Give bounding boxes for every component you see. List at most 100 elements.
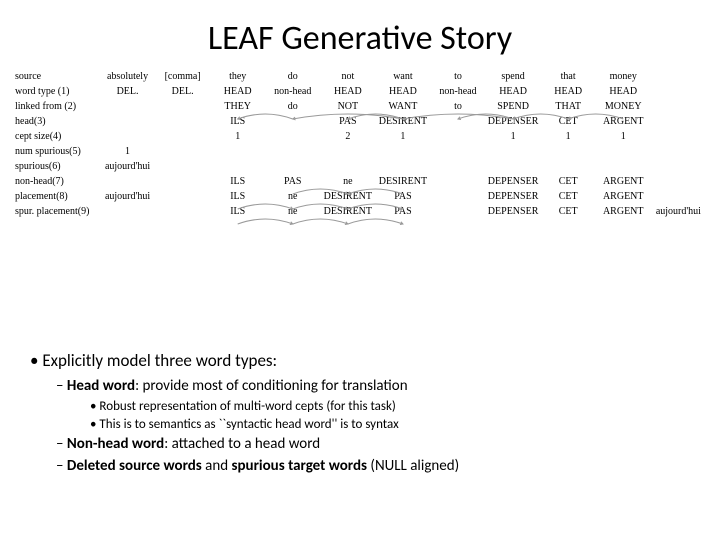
cell: aujourd'hui <box>100 189 155 204</box>
table-row: head(3)ILSPASDESIRENTDEPENSERCETARGENT <box>14 114 706 129</box>
row-label: placement(8) <box>14 189 100 204</box>
cell: DEL. <box>155 84 210 99</box>
cell <box>651 174 706 189</box>
row-label: spurious(6) <box>14 159 100 174</box>
cell: 1 <box>375 129 430 144</box>
cell: 1 <box>596 129 651 144</box>
cell: DEL. <box>100 84 155 99</box>
cell: DEPENSER <box>486 189 541 204</box>
table-row: linked from (2)THEYdoNOTWANTtoSPENDTHATM… <box>14 99 706 114</box>
cell <box>100 114 155 129</box>
cell <box>651 189 706 204</box>
cell <box>320 144 375 159</box>
cell <box>155 204 210 219</box>
cell <box>100 174 155 189</box>
cell: that <box>541 69 596 84</box>
cell: money <box>596 69 651 84</box>
cell: non-head <box>430 84 485 99</box>
table-row: sourceabsolutely[comma]theydonotwanttosp… <box>14 69 706 84</box>
cell <box>430 189 485 204</box>
cell <box>265 129 320 144</box>
row-label: source <box>14 69 100 84</box>
cell: 1 <box>541 129 596 144</box>
cell <box>265 114 320 129</box>
alignment-table: sourceabsolutely[comma]theydonotwantto sp… <box>0 69 720 219</box>
cell: ARGENT <box>596 114 651 129</box>
cell <box>265 159 320 174</box>
cell: ARGENT <box>596 204 651 219</box>
cell: DEPENSER <box>486 204 541 219</box>
cell: PAS <box>265 174 320 189</box>
cell: they <box>210 69 265 84</box>
cell: ILS <box>210 114 265 129</box>
cell <box>651 69 706 84</box>
cell: CET <box>541 189 596 204</box>
bullet-nonhead: Non-head word: attached to a head word <box>70 435 690 453</box>
cell <box>210 159 265 174</box>
cell <box>486 144 541 159</box>
cell <box>651 99 706 114</box>
cell <box>210 144 265 159</box>
cell: MONEY <box>596 99 651 114</box>
cell <box>155 114 210 129</box>
cell: DEPENSER <box>486 174 541 189</box>
cell: HEAD <box>541 84 596 99</box>
cell: DESIRENT <box>320 204 375 219</box>
cell <box>651 144 706 159</box>
cell: ne <box>320 174 375 189</box>
cell <box>651 129 706 144</box>
cell: want <box>375 69 430 84</box>
cell: 2 <box>320 129 375 144</box>
cell: to <box>430 99 485 114</box>
cell: do <box>265 99 320 114</box>
cell: ILS <box>210 189 265 204</box>
bullet-robust: Robust representation of multi-word cept… <box>102 399 690 414</box>
cell: non-head <box>265 84 320 99</box>
cell: not <box>320 69 375 84</box>
cell: aujourd'hui <box>100 159 155 174</box>
cell: NOT <box>320 99 375 114</box>
bullet-deleted: Deleted source words and spurious target… <box>70 457 690 475</box>
cell: ILS <box>210 174 265 189</box>
row-label: word type (1) <box>14 84 100 99</box>
cell <box>430 174 485 189</box>
cell: do <box>265 69 320 84</box>
cell: aujourd'hui <box>651 204 706 219</box>
cell <box>430 144 485 159</box>
cell: [comma] <box>155 69 210 84</box>
cell <box>430 204 485 219</box>
cell: PAS <box>320 114 375 129</box>
cell: PAS <box>375 189 430 204</box>
row-label: spur. placement(9) <box>14 204 100 219</box>
cell <box>486 159 541 174</box>
cell: DESIRENT <box>320 189 375 204</box>
cell: 1 <box>486 129 541 144</box>
bullet-list: Explicitly model three word types: Head … <box>30 350 690 479</box>
cell: HEAD <box>486 84 541 99</box>
table-row: num spurious(5)1 <box>14 144 706 159</box>
cell <box>430 114 485 129</box>
cell <box>155 99 210 114</box>
bullet-lvl1: Explicitly model three word types: <box>44 350 690 371</box>
cell <box>265 144 320 159</box>
cell: 1 <box>210 129 265 144</box>
cell <box>541 144 596 159</box>
cell <box>596 144 651 159</box>
row-label: num spurious(5) <box>14 144 100 159</box>
cell: 1 <box>100 144 155 159</box>
cell: to <box>430 69 485 84</box>
table-row: spur. placement(9)ILSneDESIRENTPASDEPENS… <box>14 204 706 219</box>
cell: WANT <box>375 99 430 114</box>
cell: ARGENT <box>596 174 651 189</box>
cell: HEAD <box>210 84 265 99</box>
cell: DESIRENT <box>375 174 430 189</box>
cell <box>320 159 375 174</box>
table-row: cept size(4)121111 <box>14 129 706 144</box>
cell: THAT <box>541 99 596 114</box>
cell <box>155 144 210 159</box>
cell <box>430 129 485 144</box>
cell: CET <box>541 174 596 189</box>
cell <box>100 129 155 144</box>
cell: THEY <box>210 99 265 114</box>
cell: absolutely <box>100 69 155 84</box>
